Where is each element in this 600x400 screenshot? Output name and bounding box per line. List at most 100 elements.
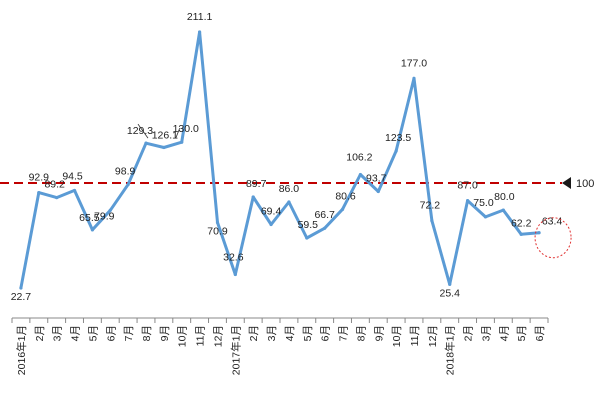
data-label: 80.0	[494, 191, 515, 203]
x-tick-label: 2月	[463, 325, 475, 341]
data-label: 177.0	[401, 57, 427, 69]
data-label: 94.5	[62, 170, 83, 182]
reference-arrow-icon	[562, 176, 571, 189]
x-tick-label: 10月	[391, 325, 403, 347]
data-point	[162, 145, 166, 150]
data-point	[305, 236, 309, 240]
x-tick-label: 10月	[177, 325, 189, 347]
data-label: 87.0	[457, 180, 478, 192]
data-point	[430, 219, 434, 223]
data-point	[466, 199, 470, 203]
x-tick-label: 12月	[427, 325, 439, 347]
x-tick-label: 6月	[320, 325, 332, 341]
data-label: 92.9	[29, 172, 50, 184]
data-point	[215, 220, 220, 225]
x-tick-label: 4月	[284, 325, 296, 341]
data-label: 129.3	[127, 125, 153, 137]
data-point	[483, 215, 488, 219]
x-tick-label: 11月	[409, 325, 421, 346]
data-point	[144, 141, 148, 145]
data-point	[37, 191, 41, 195]
data-point	[519, 232, 523, 236]
data-point	[251, 195, 255, 199]
x-tick-label: 2017年1月	[229, 325, 242, 375]
data-point	[501, 208, 505, 212]
x-tick-label: 7月	[338, 325, 350, 341]
x-tick-label: 9月	[373, 325, 385, 341]
x-tick-label: 3月	[52, 325, 64, 341]
data-point	[126, 182, 130, 187]
x-tick-label: 5月	[516, 325, 528, 341]
data-label: 130.0	[173, 123, 199, 135]
data-label: 32.6	[223, 252, 244, 264]
x-tick-label: 8月	[141, 325, 153, 341]
data-label: 72.2	[420, 200, 441, 212]
highlight-circle	[534, 217, 572, 259]
label-leader-line	[137, 123, 149, 139]
data-point	[394, 149, 398, 153]
data-label: 126.1	[152, 129, 178, 141]
data-label: 59.5	[298, 219, 319, 231]
x-tick-label: 11月	[195, 325, 207, 346]
data-label: 211.1	[187, 11, 213, 23]
data-point	[90, 228, 94, 232]
x-tick-label: 5月	[302, 325, 314, 341]
data-point	[376, 189, 380, 194]
data-label: 66.7	[314, 209, 335, 221]
data-label: 70.9	[207, 226, 228, 238]
data-label: 106.2	[346, 152, 372, 164]
x-tick-label: 2018年1月	[444, 325, 457, 375]
reference-line-group: 100	[0, 176, 594, 190]
data-label: 62.2	[511, 217, 532, 229]
x-tick-label: 2月	[34, 325, 46, 341]
x-tick-label: 3月	[266, 325, 278, 341]
data-point	[269, 222, 273, 227]
data-point	[19, 286, 23, 290]
data-label: 75.0	[473, 197, 494, 209]
x-tick-label: 9月	[159, 325, 171, 341]
label-leader-line	[175, 128, 181, 139]
series-line	[19, 30, 541, 290]
data-label: 89.2	[44, 179, 65, 191]
data-label: 98.9	[115, 165, 136, 177]
data-point	[323, 226, 327, 230]
data-point	[72, 188, 77, 193]
data-label: 123.5	[385, 132, 411, 144]
data-label: 69.4	[261, 206, 282, 218]
data-labels-group: 22.7 92.989.294.5 65.579.9 98.9 129.3126.113…	[11, 11, 572, 303]
data-label: 89.7	[246, 178, 267, 190]
x-tick-label: 2月	[248, 325, 260, 341]
x-tick-label: 12月	[212, 325, 224, 347]
reference-line-label: 100	[576, 178, 594, 190]
chart-axes	[11, 317, 549, 323]
data-label: 80.6	[335, 190, 356, 202]
x-tick-labels-group: 2016年1月 2月 3月 4月 5月 6月 7月 8月 9月 10月 11月 12月 2017年1月 2…	[15, 325, 546, 375]
data-point	[198, 30, 202, 34]
x-tick-label: 6月	[105, 325, 117, 341]
x-tick-label: 4月	[70, 325, 82, 341]
data-point	[537, 231, 541, 235]
data-point	[287, 200, 291, 204]
data-label: 25.4	[440, 287, 461, 299]
x-tick-label: 8月	[355, 325, 367, 341]
data-point	[358, 172, 362, 177]
x-tick-label: 6月	[534, 325, 546, 341]
x-tick-label: 5月	[87, 325, 99, 341]
data-point	[55, 196, 59, 200]
x-tick-label: 7月	[123, 325, 135, 341]
x-tick-label: 4月	[498, 325, 510, 341]
data-label: 22.7	[11, 291, 32, 303]
data-label: 86.0	[279, 183, 300, 195]
data-label: 93.7	[366, 173, 387, 185]
series-group	[19, 30, 541, 290]
x-tick-label: 2016年1月	[15, 325, 28, 375]
data-point	[340, 207, 345, 211]
data-point	[412, 76, 416, 80]
data-point	[233, 272, 237, 277]
data-point	[448, 282, 452, 286]
data-label: 65.5	[79, 212, 100, 224]
data-label: 79.9	[94, 210, 115, 222]
data-point	[180, 140, 184, 144]
data-point	[108, 208, 112, 212]
